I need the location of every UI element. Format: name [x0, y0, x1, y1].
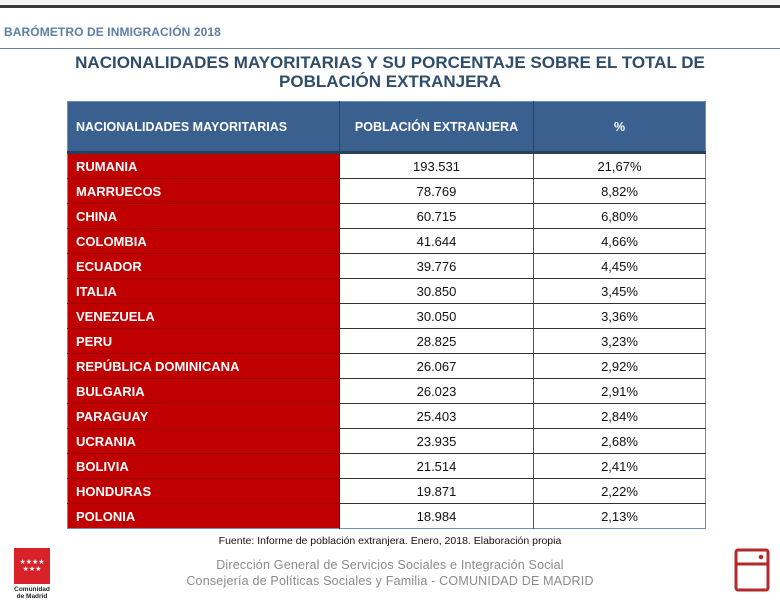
- country-cell: MARRUECOS: [67, 178, 340, 204]
- logo-caption: Comunidad de Madrid: [12, 586, 52, 600]
- source-note: Fuente: Informe de población extranjera.…: [218, 535, 562, 547]
- page-title: NACIONALIDADES MAYORITARIAS Y SU PORCENT…: [0, 53, 780, 91]
- percent-cell: 8,82%: [533, 178, 706, 204]
- page-title-line-1: NACIONALIDADES MAYORITARIAS Y SU PORCENT…: [75, 53, 705, 72]
- table-row: CHINA 60.715 6,80%: [67, 203, 706, 229]
- country-cell: BOLIVIA: [67, 453, 340, 479]
- percent-cell: 2,68%: [533, 428, 706, 454]
- column-header-population: POBLACIÓN EXTRANJERA: [339, 101, 534, 154]
- table-row: PERU 28.825 3,23%: [67, 328, 706, 354]
- country-cell: ECUADOR: [67, 253, 340, 279]
- country-cell: COLOMBIA: [67, 228, 340, 254]
- country-cell: REPÚBLICA DOMINICANA: [67, 353, 340, 379]
- table-row: HONDURAS 19.871 2,22%: [67, 478, 706, 504]
- country-cell: PERU: [67, 328, 340, 354]
- percent-cell: 2,84%: [533, 403, 706, 429]
- table-row: POLONIA 18.984 2,13%: [67, 503, 706, 529]
- report-header-label: BARÓMETRO DE INMIGRACIÓN 2018: [4, 25, 221, 39]
- percent-cell: 2,91%: [533, 378, 706, 404]
- population-cell: 23.935: [339, 428, 534, 454]
- table-row: UCRANIA 23.935 2,68%: [67, 428, 706, 454]
- top-strip: [0, 0, 780, 5]
- table-row: MARRUECOS 78.769 8,82%: [67, 178, 706, 204]
- percent-cell: 2,13%: [601, 508, 638, 524]
- country-cell: CHINA: [67, 203, 340, 229]
- table-row: ITALIA 30.850 3,45%: [67, 278, 706, 304]
- table-row: COLOMBIA 41.644 4,66%: [67, 228, 706, 254]
- country-cell: VENEZUELA: [67, 303, 340, 329]
- population-cell: 30.050: [339, 303, 534, 329]
- table-row: RUMANIA 193.531 21,67%: [67, 152, 706, 179]
- country-cell: RUMANIA: [67, 152, 340, 179]
- percent-cell: 3,36%: [533, 303, 706, 329]
- column-header-percent: %: [533, 101, 706, 154]
- country-cell: BULGARIA: [67, 378, 340, 404]
- population-cell: 60.715: [339, 203, 534, 229]
- population-cell: 26.023: [339, 378, 534, 404]
- percent-cell: 6,80%: [533, 203, 706, 229]
- population-cell: 19.871: [339, 478, 534, 504]
- percent-cell: 2,92%: [533, 353, 706, 379]
- logo-caption-line-1: Comunidad: [14, 586, 50, 593]
- footer-department: Dirección General de Servicios Sociales …: [216, 558, 564, 572]
- country-cell: PARAGUAY: [67, 403, 340, 429]
- population-cell: 41.644: [339, 228, 534, 254]
- column-header-nationality: NACIONALIDADES MAYORITARIAS: [67, 101, 340, 154]
- population-cell: 30.850: [339, 278, 534, 304]
- header-divider: [0, 48, 780, 49]
- table-row: ECUADOR 39.776 4,45%: [67, 253, 706, 279]
- table-row: BULGARIA 26.023 2,91%: [67, 378, 706, 404]
- population-cell: 18.984: [339, 503, 534, 529]
- table-row: BOLIVIA 21.514 2,41%: [67, 453, 706, 479]
- percent-cell: 2,41%: [533, 453, 706, 479]
- madrid-flag-stars-icon: ★★★★ ★★★: [14, 548, 50, 584]
- percent-cell: 3,45%: [533, 278, 706, 304]
- page-title-line-2: POBLACIÓN EXTRANJERA: [279, 72, 501, 91]
- percent-cell: 21,67%: [533, 152, 706, 179]
- logo-caption-line-2: de Madrid: [16, 593, 48, 600]
- document-icon: [734, 548, 770, 592]
- table-header-row: NACIONALIDADES MAYORITARIAS POBLACIÓN EX…: [67, 101, 706, 154]
- percent-cell: 4,45%: [533, 253, 706, 279]
- country-cell: POLONIA: [67, 503, 340, 529]
- population-cell: 25.403: [339, 403, 534, 429]
- country-cell: ITALIA: [67, 278, 340, 304]
- population-cell: 26.067: [339, 353, 534, 379]
- population-cell: 193.531: [339, 152, 534, 179]
- comunidad-de-madrid-logo: ★★★★ ★★★ Comunidad de Madrid: [12, 548, 52, 600]
- population-cell: 39.776: [339, 253, 534, 279]
- population-cell: 21.514: [339, 453, 534, 479]
- country-cell: HONDURAS: [67, 478, 340, 504]
- percent-cell: 3,23%: [533, 328, 706, 354]
- footer-ministry: Consejería de Políticas Sociales y Famil…: [186, 574, 594, 588]
- population-cell: 78.769: [339, 178, 534, 204]
- top-bar: [0, 5, 780, 8]
- table-row: VENEZUELA 30.050 3,36%: [67, 303, 706, 329]
- percent-cell: 2,22%: [533, 478, 706, 504]
- table-row: REPÚBLICA DOMINICANA 26.067 2,92%: [67, 353, 706, 379]
- table-row: PARAGUAY 25.403 2,84%: [67, 403, 706, 429]
- country-cell: UCRANIA: [67, 428, 340, 454]
- population-cell: 28.825: [339, 328, 534, 354]
- percent-cell: 4,66%: [533, 228, 706, 254]
- nationalities-table: NACIONALIDADES MAYORITARIAS POBLACIÓN EX…: [67, 101, 706, 529]
